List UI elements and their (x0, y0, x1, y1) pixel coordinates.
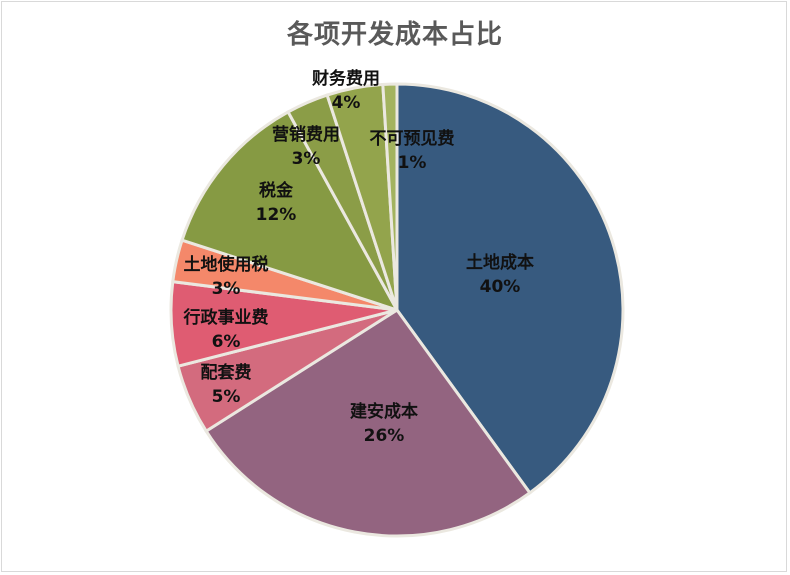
slice-label: 土地成本 (466, 252, 534, 273)
slice-label: 行政事业费 (183, 307, 269, 328)
slice-percent-label: 26% (364, 426, 405, 446)
slice-percent-label: 3% (292, 149, 321, 169)
slice-percent-label: 6% (212, 332, 241, 352)
slice-percent-label: 12% (256, 205, 297, 225)
slice-label: 不可预见费 (370, 128, 455, 149)
pie-slice (395, 82, 625, 495)
slice-label: 财务费用 (311, 68, 380, 89)
pie-slices (169, 82, 625, 538)
pie-slice (204, 307, 532, 538)
chart-title: 各项开发成本占比 (286, 20, 503, 50)
slice-percent-label: 4% (332, 93, 361, 113)
slice-percent-label: 5% (212, 387, 241, 407)
slice-label: 配套费 (201, 362, 252, 383)
pie-labels: 土地成本 40% 建安成本 26% 配套费 5% 行政事业费 6% 土地使用税 3% 税金 12% 营销… (183, 68, 535, 446)
slice-percent-label: 3% (212, 279, 241, 299)
slice-label: 税金 (259, 180, 294, 201)
slice-label: 土地使用税 (184, 254, 269, 275)
pie-slice (180, 109, 401, 313)
slice-percent-label: 1% (398, 153, 427, 173)
slice-percent-label: 40% (480, 277, 521, 297)
slice-label: 建安成本 (350, 401, 418, 422)
pie-slice (381, 82, 399, 311)
slice-label: 营销费用 (272, 124, 340, 145)
